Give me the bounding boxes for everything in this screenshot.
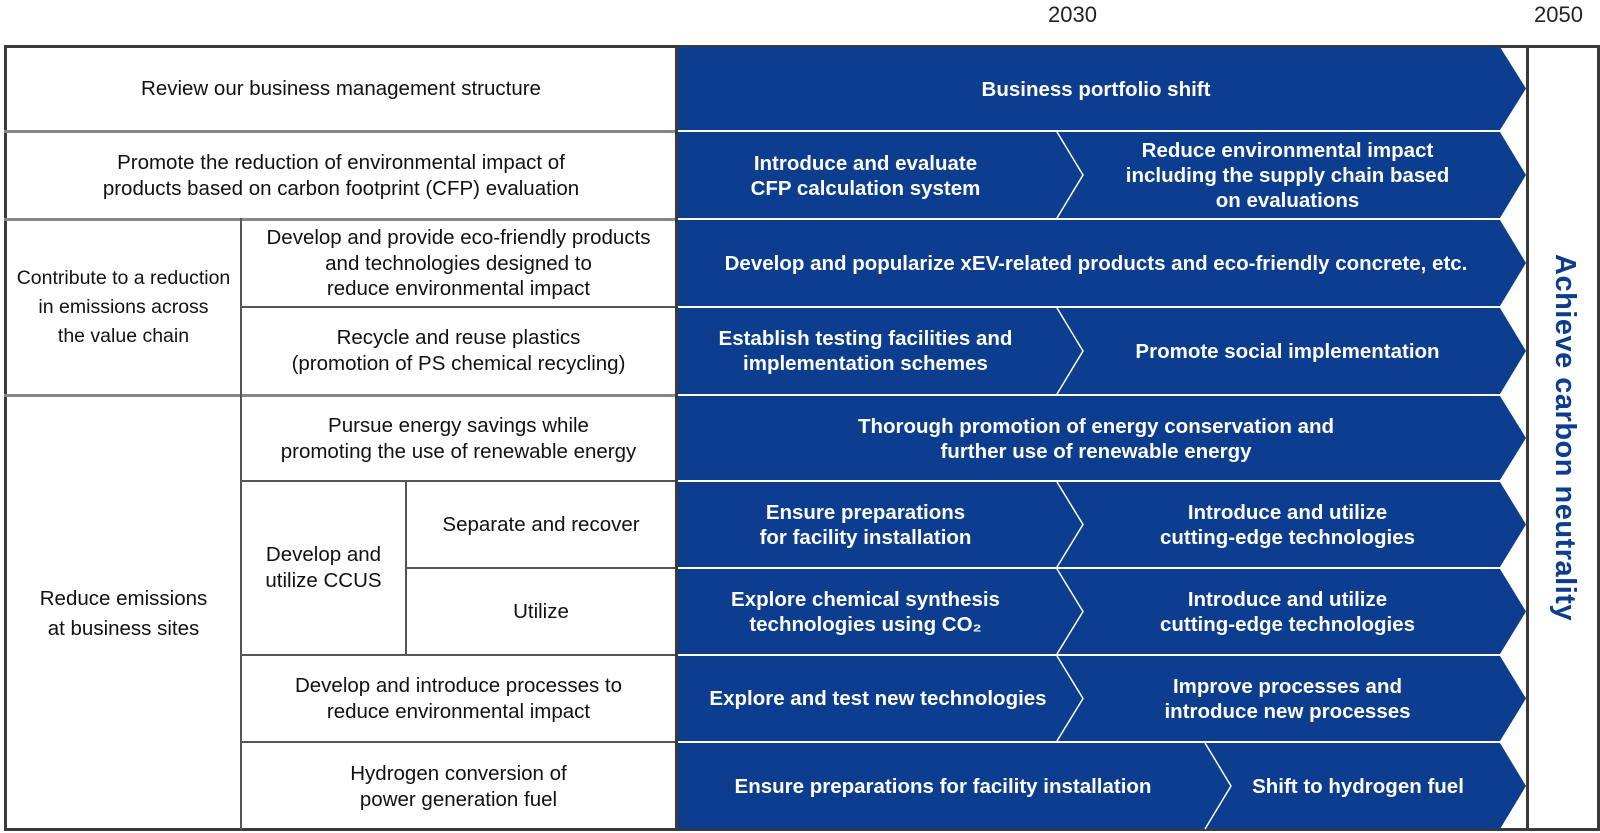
action-shift-hydrogen: Shift to hydrogen fuel — [1252, 775, 1464, 798]
goal-column: Achieve carbon neutrality — [1529, 45, 1600, 831]
arrow-band — [677, 482, 1526, 567]
goal-divider — [1526, 45, 1529, 831]
year-2030-label: 2030 — [1048, 2, 1097, 27]
action-business-portfolio-shift: Business portfolio shift — [981, 77, 1211, 101]
row-divider — [4, 218, 676, 221]
arrow-band — [677, 47, 1526, 130]
action-chemical-synthesis: Explore chemical synthesis technologies … — [731, 587, 1000, 636]
roadmap-frame — [4, 45, 1600, 831]
group-label-business-sites: Reduce emissions at business sites — [39, 586, 208, 640]
column-divider — [675, 45, 678, 831]
column-divider — [240, 218, 242, 830]
arrow-band — [677, 743, 1526, 829]
action-xev-products: Develop and popularize xEV-related produ… — [724, 252, 1468, 275]
phase-chevron-separator — [1056, 481, 1084, 568]
row-label-separate-recover: Separate and recover — [442, 512, 640, 536]
row-label-ccus: Develop and utilize CCUS — [265, 543, 382, 592]
action-hydrogen-preparations: Ensure preparations for facility install… — [734, 775, 1152, 798]
arrow-band — [677, 656, 1526, 741]
action-testing-facilities: Establish testing facilities and impleme… — [718, 327, 1013, 375]
action-explore-test: Explore and test new technologies — [709, 687, 1047, 710]
group-label-value-chain: Contribute to a reduction in emissions a… — [16, 266, 231, 348]
row-divider — [405, 567, 676, 569]
arrow-band — [677, 132, 1526, 218]
row-divider — [4, 130, 676, 133]
action-improve-processes: Improve processes and introduce new proc… — [1164, 674, 1411, 723]
row-divider — [240, 480, 676, 482]
phase-chevron-separator — [1056, 307, 1084, 395]
row-divider — [240, 654, 676, 656]
row-divider — [240, 306, 676, 308]
action-cutting-edge-2: Introduce and utilize cutting-edge techn… — [1159, 587, 1416, 636]
action-cfp-reduce: Reduce environmental impact including th… — [1125, 139, 1450, 212]
column-divider — [405, 480, 407, 654]
row-label-eco-products: Develop and provide eco-friendly product… — [266, 226, 651, 301]
row-label-recycle-plastics: Recycle and reuse plastics (promotion of… — [291, 326, 626, 375]
phase-chevron-separator — [1056, 655, 1084, 742]
year-2050-label: 2050 — [1534, 2, 1583, 27]
row-label-energy-savings: Pursue energy savings while promoting th… — [280, 413, 637, 463]
phase-chevron-separator — [1056, 131, 1084, 219]
action-cutting-edge-1: Introduce and utilize cutting-edge techn… — [1159, 500, 1416, 549]
arrow-band — [677, 308, 1526, 394]
arrow-band — [677, 569, 1526, 654]
row-label-hydrogen: Hydrogen conversion of power generation … — [350, 761, 567, 811]
row-divider — [4, 394, 676, 397]
row-label-business-structure: Review our business management structure — [141, 77, 541, 101]
arrow-band — [677, 220, 1526, 306]
action-energy-conservation: Thorough promotion of energy conservatio… — [857, 414, 1335, 463]
phase-chevron-separator — [1056, 568, 1084, 655]
row-label-cfp: Promote the reduction of environmental i… — [102, 150, 580, 200]
goal-text: Achieve carbon neutrality — [1549, 254, 1581, 622]
row-label-processes: Develop and introduce processes to reduc… — [294, 673, 623, 723]
action-social-implementation: Promote social implementation — [1135, 339, 1440, 363]
phase-chevron-separator — [1204, 742, 1232, 830]
action-cfp-introduce: Introduce and evaluate CFP calculation s… — [750, 151, 981, 200]
row-divider — [240, 741, 676, 743]
row-label-utilize: Utilize — [513, 599, 569, 623]
arrow-band — [677, 396, 1526, 480]
action-facility-preparations: Ensure preparations for facility install… — [759, 500, 972, 549]
